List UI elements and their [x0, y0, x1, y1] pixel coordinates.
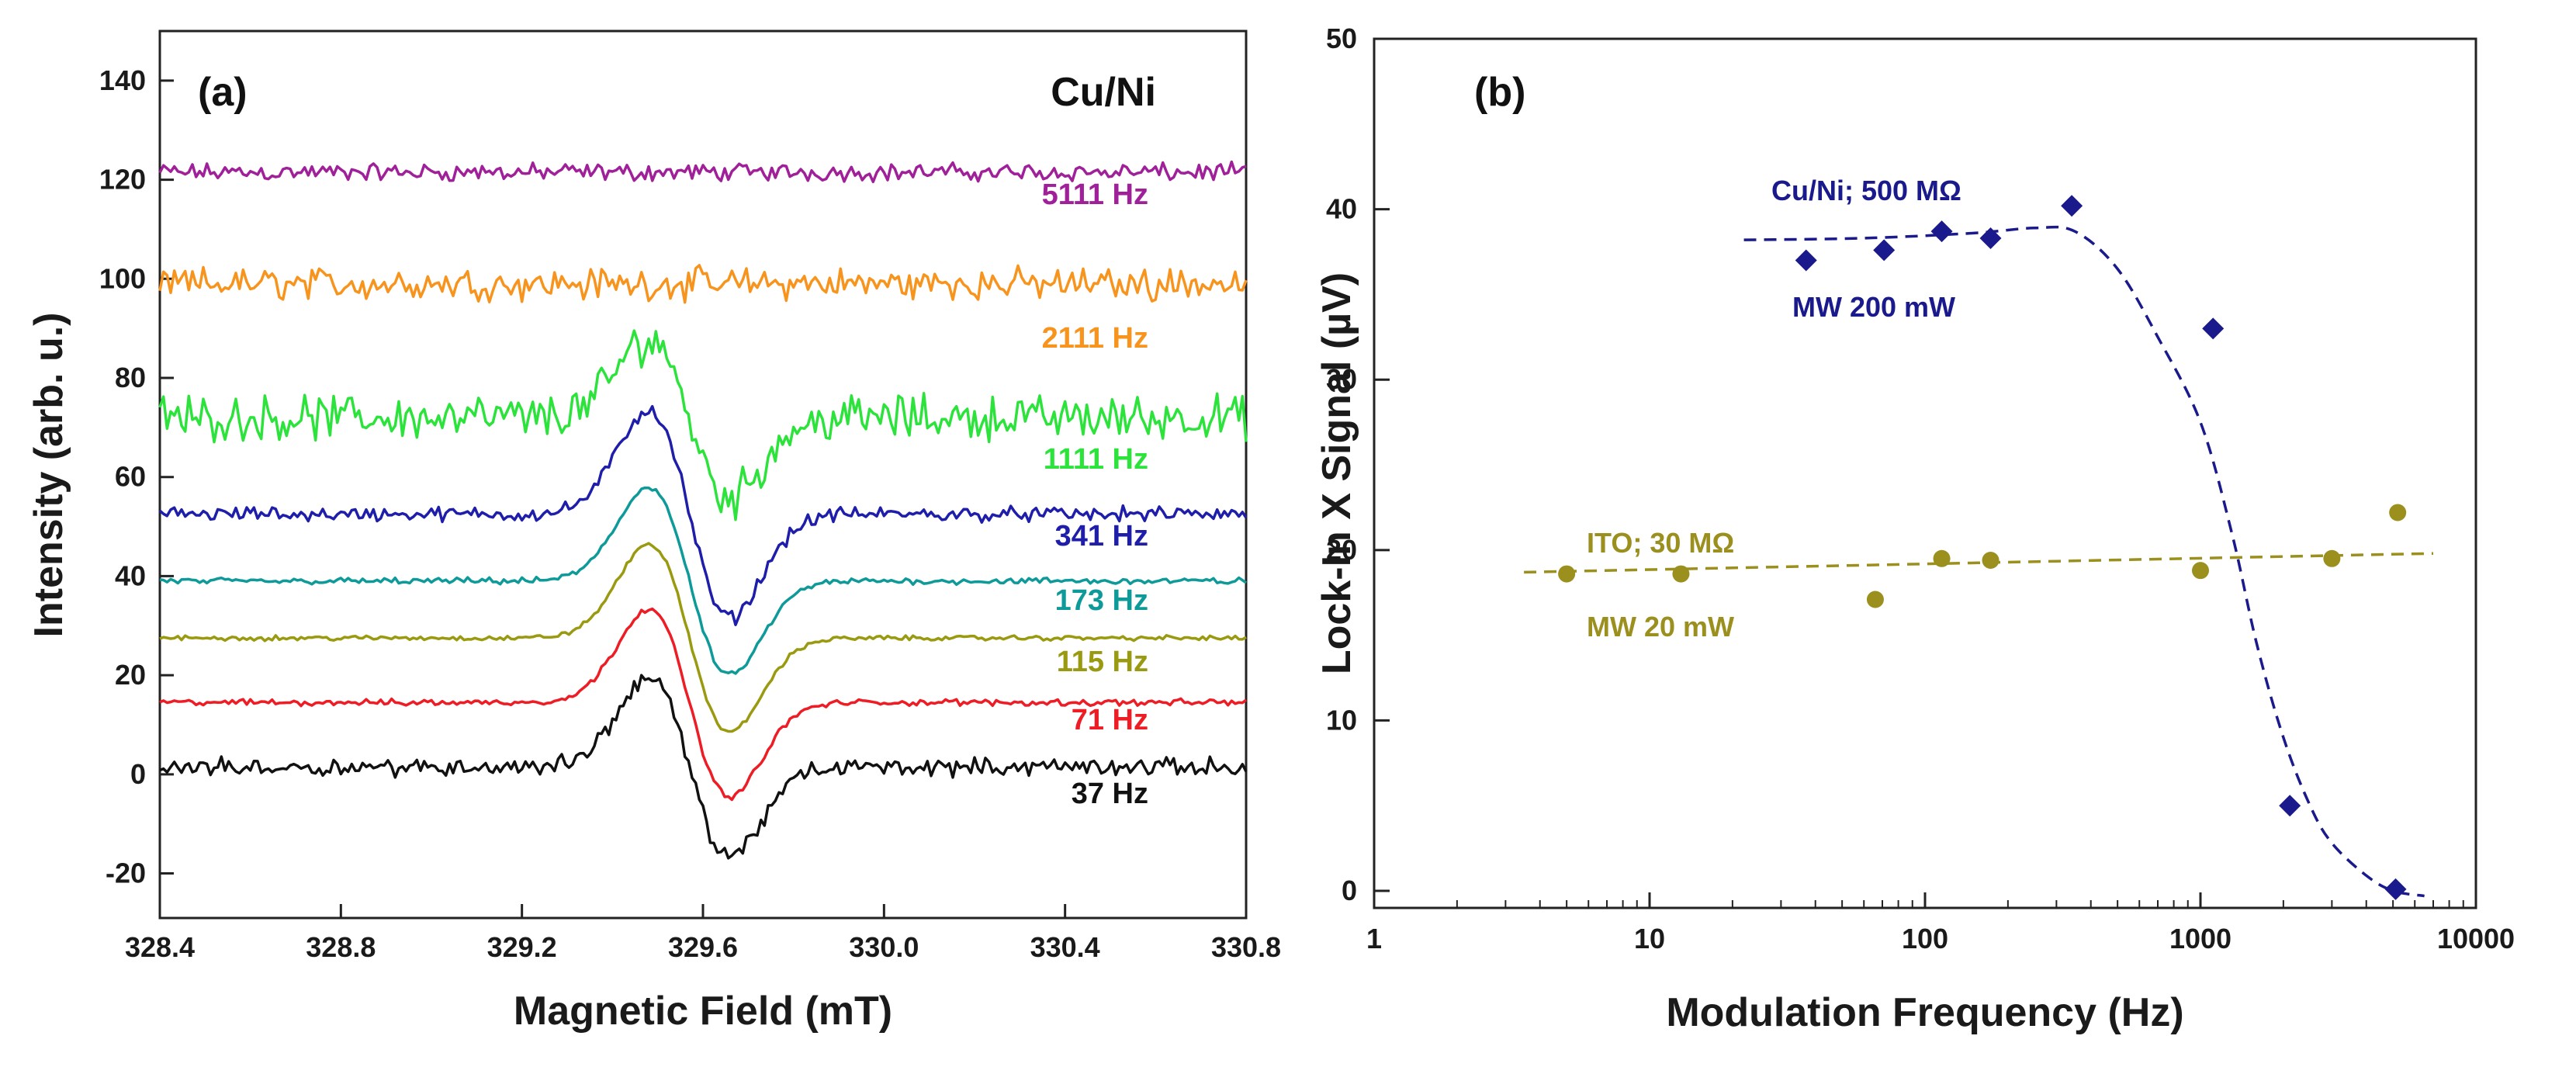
panel-b-x-axis-label: Modulation Frequency (Hz) [1666, 990, 2183, 1035]
panel-b-plot-frame [1373, 37, 2477, 909]
cuni-data-point [1873, 239, 1896, 262]
panel-a-x-tick-label: 328.4 [125, 931, 195, 963]
trace-label-71-hz: 71 Hz [1072, 704, 1148, 736]
panel-a-y-tick-label: 80 [115, 362, 146, 393]
ito-series-label: ITO; 30 MΩ [1587, 527, 1734, 559]
trace-label-1111-hz: 1111 Hz [1044, 443, 1148, 476]
panel-b-y-tick-label: 20 [1326, 534, 1357, 566]
trace-label-173-hz: 173 Hz [1055, 584, 1148, 617]
panel-a-label: (a) [198, 70, 248, 115]
panel-a-x-tick-label: 330.8 [1211, 931, 1281, 963]
fit-curve-cuni [1743, 225, 2425, 898]
panel-b-y-tick-label: 50 [1326, 23, 1357, 54]
panel-b-label: (b) [1474, 70, 1525, 115]
panel-a-y-tick-label: 60 [115, 461, 146, 493]
panel-a-title: Cu/Ni [1051, 70, 1156, 115]
cuni-series-label: Cu/Ni; 500 MΩ [1771, 175, 1961, 206]
panel-a-x-tick-label: 330.4 [1030, 931, 1100, 963]
panel-b-y-tick-label: 0 [1342, 875, 1357, 906]
trace-71-hz [159, 607, 1248, 802]
panel-a-y-tick-label: -20 [106, 857, 146, 889]
cuni-data-point [1979, 227, 2002, 249]
ito-power-label: MW 20 mW [1587, 611, 1734, 643]
ito-data-point [2192, 562, 2209, 580]
ito-data-point [1672, 565, 1690, 583]
panel-b-markers [1558, 195, 2407, 900]
cuni-data-point [1930, 220, 1953, 243]
ito-data-point [2323, 549, 2341, 567]
ito-data-point [1982, 552, 2000, 569]
panel-a-chart: 328.4 328.8 329.2 329.6 330.0 330.4 330.8 -20 0 2… [26, 29, 1281, 1034]
cuni-data-point [2279, 795, 2301, 817]
trace-173-hz [159, 486, 1248, 675]
cuni-data-point [2061, 195, 2083, 217]
trace-115-hz [159, 542, 1247, 733]
cuni-data-point [1795, 249, 1817, 272]
trace-1111-hz [158, 329, 1248, 521]
panel-a-y-axis-label: Intensity (arb. u.) [26, 313, 71, 638]
cuni-data-point [2384, 878, 2407, 900]
ito-data-point [1558, 565, 1576, 583]
panel-a-x-tick-label: 329.6 [668, 931, 738, 963]
panel-b-chart: 1 10 100 1000 10000 0 10 20 30 40 50 (b) Cu/Ni; 50… [1314, 23, 2515, 1035]
ito-data-point [2389, 504, 2407, 521]
panel-b-axes: 1 10 100 1000 10000 0 10 20 30 40 50 [1326, 23, 2515, 954]
panel-a-x-tick-label: 330.0 [849, 931, 919, 963]
panel-a-traces [158, 160, 1248, 860]
trace-2111-hz [158, 264, 1248, 304]
panel-a-y-tick-label: 40 [115, 559, 146, 591]
cuni-data-point [2202, 317, 2225, 340]
trace-label-5111-hz: 5111 Hz [1042, 178, 1148, 211]
panel-a-y-tick-label: 0 [130, 758, 146, 790]
panel-a-axes: 328.4 328.8 329.2 329.6 330.0 330.4 330.8 -20 0 2… [99, 64, 1281, 963]
panel-a-x-tick-label: 329.2 [487, 931, 557, 963]
trace-label-37-hz: 37 Hz [1072, 778, 1148, 810]
panel-b-y-tick-label: 40 [1326, 193, 1357, 225]
trace-37-hz [159, 674, 1248, 860]
panel-a-x-tick-label: 328.8 [306, 931, 376, 963]
panel-a-trace-labels: 5111 Hz 2111 Hz 1111 Hz 341 Hz 173 Hz 115 Hz 7… [1042, 178, 1148, 810]
trace-341-hz [158, 404, 1248, 626]
panel-b-x-tick-label: 1 [1366, 923, 1382, 954]
panel-b-y-tick-label: 30 [1326, 363, 1357, 395]
panel-b-x-tick-label: 100 [1902, 923, 1948, 954]
trace-label-341-hz: 341 Hz [1055, 520, 1148, 553]
ito-data-point [1933, 549, 1951, 567]
trace-label-115-hz: 115 Hz [1057, 646, 1148, 678]
panel-b-x-tick-label: 10000 [2437, 923, 2515, 954]
panel-a-y-tick-label: 20 [115, 659, 146, 691]
panel-b-y-tick-label: 10 [1326, 704, 1357, 736]
panel-b-fit-curves [1524, 225, 2434, 898]
panel-b-x-tick-label: 1000 [2169, 923, 2231, 954]
panel-a-x-axis-label: Magnetic Field (mT) [514, 989, 892, 1034]
panel-b-y-axis-label: Lock-In X Signal (µV) [1314, 272, 1359, 674]
ito-data-point [1866, 591, 1884, 608]
panel-a-y-tick-label: 120 [99, 164, 146, 196]
panel-b-x-tick-label: 10 [1634, 923, 1665, 954]
panel-a-y-tick-label: 100 [99, 262, 146, 294]
panel-a-y-tick-label: 140 [99, 64, 146, 96]
cuni-power-label: MW 200 mW [1792, 291, 1955, 323]
trace-label-2111-hz: 2111 Hz [1042, 322, 1148, 355]
trace-5111-hz [158, 160, 1247, 184]
